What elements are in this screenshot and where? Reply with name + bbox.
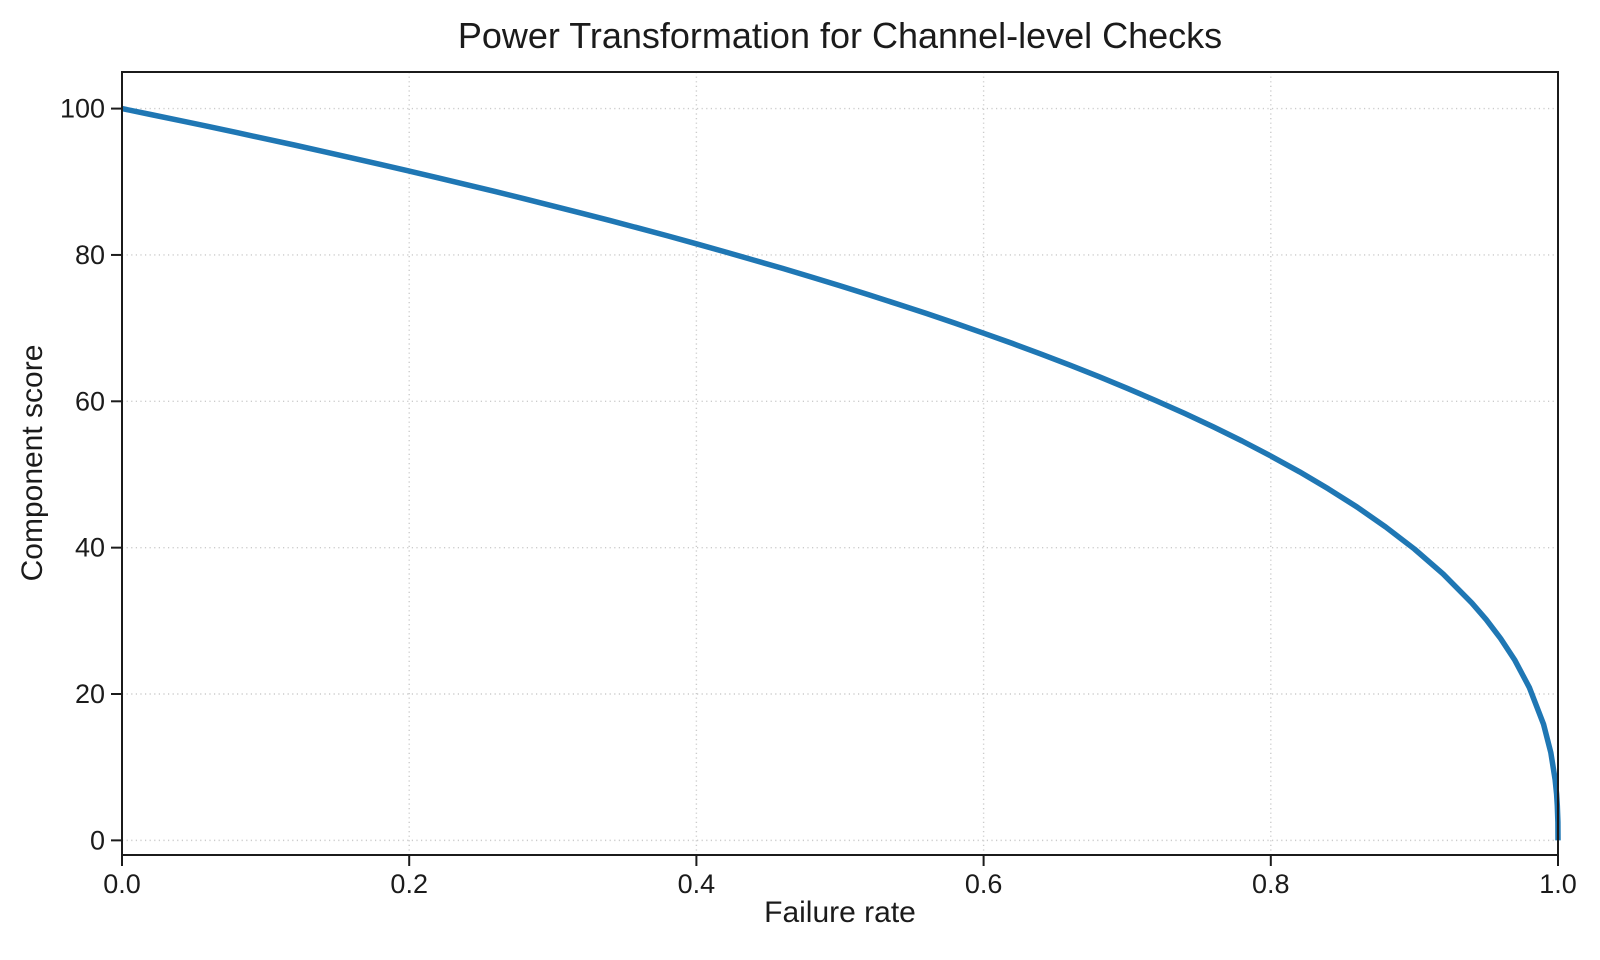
x-tick-label: 0.0: [103, 869, 141, 899]
gridlines: [121, 72, 1559, 855]
tick-labels: 0.0 0.2 0.4 0.6 0.8 1.0 0 20 40 60 80 100: [60, 94, 1577, 899]
y-tick-label: 60: [75, 386, 105, 416]
chart-title: Power Transformation for Channel-level C…: [458, 15, 1222, 56]
x-tick-label: 0.2: [390, 869, 428, 899]
x-tick-label: 0.8: [1252, 869, 1290, 899]
x-tick-label: 0.4: [678, 869, 716, 899]
x-tick-label: 0.6: [965, 869, 1003, 899]
y-tick-label: 80: [75, 240, 105, 270]
x-axis-label: Failure rate: [764, 896, 916, 929]
y-tick-label: 100: [60, 94, 105, 124]
y-tick-label: 0: [90, 825, 105, 855]
axis-ticks: [111, 107, 1559, 866]
y-tick-label: 20: [75, 679, 105, 709]
y-axis-label: Component score: [16, 345, 49, 582]
power-curve: [121, 105, 1561, 841]
x-tick-label: 1.0: [1539, 869, 1577, 899]
plot-border: [121, 71, 1559, 856]
y-tick-label: 40: [75, 533, 105, 563]
